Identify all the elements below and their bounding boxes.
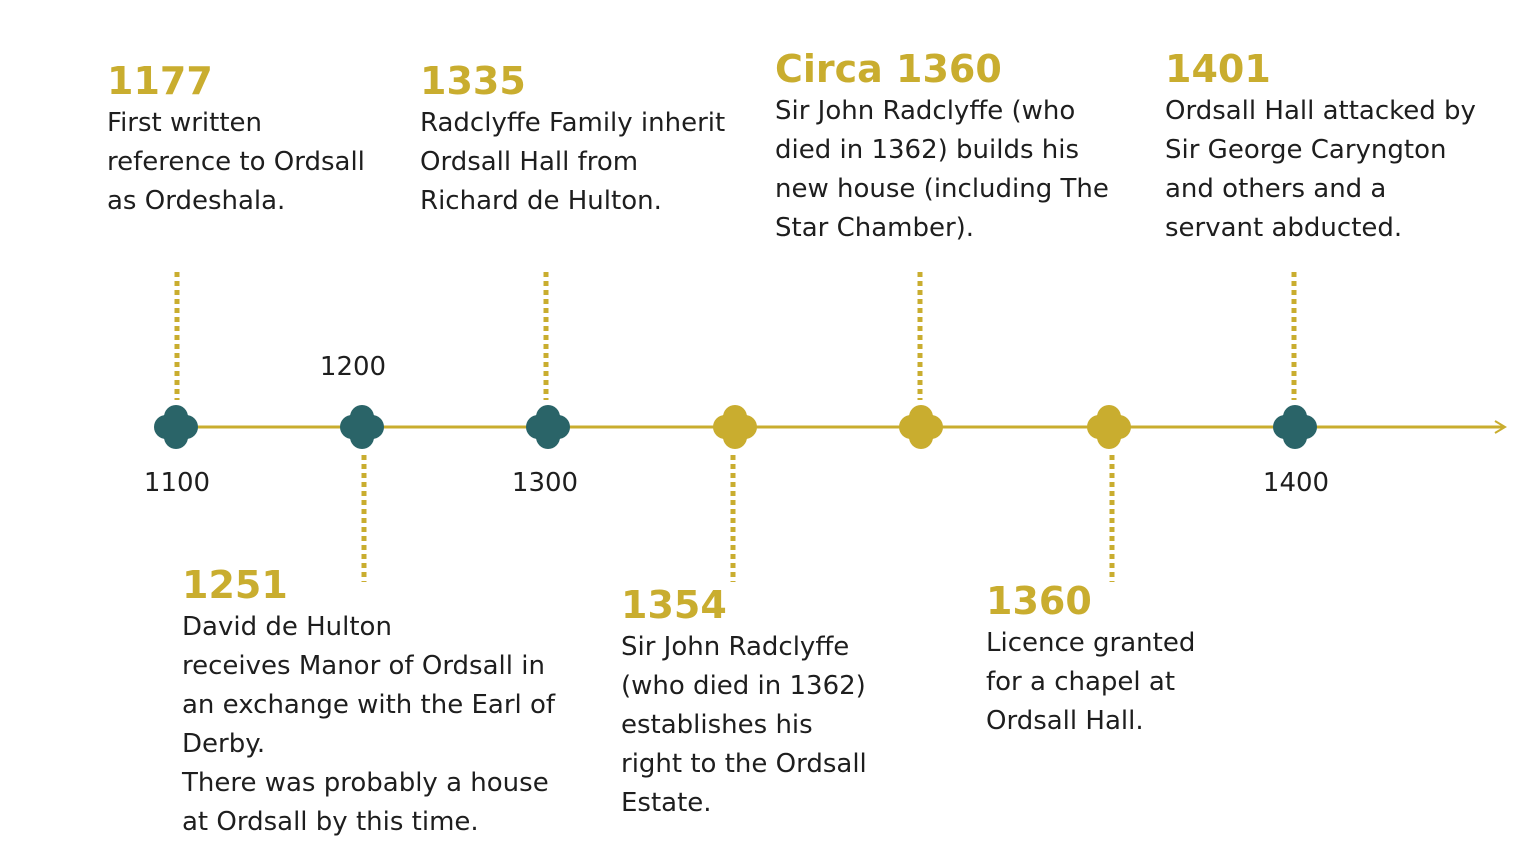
event-year: Circa 1360 xyxy=(775,47,1002,91)
quatrefoil-marker xyxy=(154,405,198,449)
event-1354: 1354 Sir John Radclyffe (who died in 136… xyxy=(621,582,867,823)
event-text: Ordsall Hall attacked by Sir George Cary… xyxy=(1165,96,1476,243)
axis-tick-label: 1200 xyxy=(319,352,387,382)
event-year: 1177 xyxy=(107,59,213,103)
event-text: Radclyffe Family inherit Ordsall Hall fr… xyxy=(420,108,726,216)
event-text: Sir John Radclyffe (who died in 1362) bu… xyxy=(775,96,1109,243)
event-year: 1354 xyxy=(621,583,727,627)
quatrefoil-marker xyxy=(1273,405,1317,449)
quatrefoil-marker xyxy=(526,405,570,449)
arrow-head-icon xyxy=(1494,420,1507,434)
quatrefoil-marker xyxy=(1087,405,1131,449)
quatrefoil-marker xyxy=(713,405,757,449)
event-1251: 1251 David de Hulton receives Manor of O… xyxy=(182,562,555,842)
quatrefoil-marker xyxy=(340,405,384,449)
quatrefoil-marker xyxy=(899,405,943,449)
axis-tick-label: 1400 xyxy=(1262,468,1330,498)
event-circa-1360: Circa 1360 Sir John Radclyffe (who died … xyxy=(775,46,1109,248)
axis-tick-label: 1100 xyxy=(143,468,211,498)
event-1401: 1401 Ordsall Hall attacked by Sir George… xyxy=(1165,46,1476,248)
event-text: David de Hulton receives Manor of Ordsal… xyxy=(182,612,556,837)
event-year: 1401 xyxy=(1165,47,1271,91)
axis-tick-label: 1300 xyxy=(511,468,579,498)
event-text: Licence granted for a chapel at Ordsall … xyxy=(986,628,1196,736)
event-year: 1360 xyxy=(986,579,1092,623)
event-1360: 1360 Licence granted for a chapel at Ord… xyxy=(986,578,1195,741)
event-1335: 1335 Radclyffe Family inherit Ordsall Ha… xyxy=(420,58,725,221)
event-text: First written reference to Ordsall as Or… xyxy=(107,108,365,216)
event-text: Sir John Radclyffe (who died in 1362) es… xyxy=(621,632,867,818)
event-1177: 1177 First written reference to Ordsall … xyxy=(107,58,365,221)
event-year: 1335 xyxy=(420,59,526,103)
event-year: 1251 xyxy=(182,563,288,607)
